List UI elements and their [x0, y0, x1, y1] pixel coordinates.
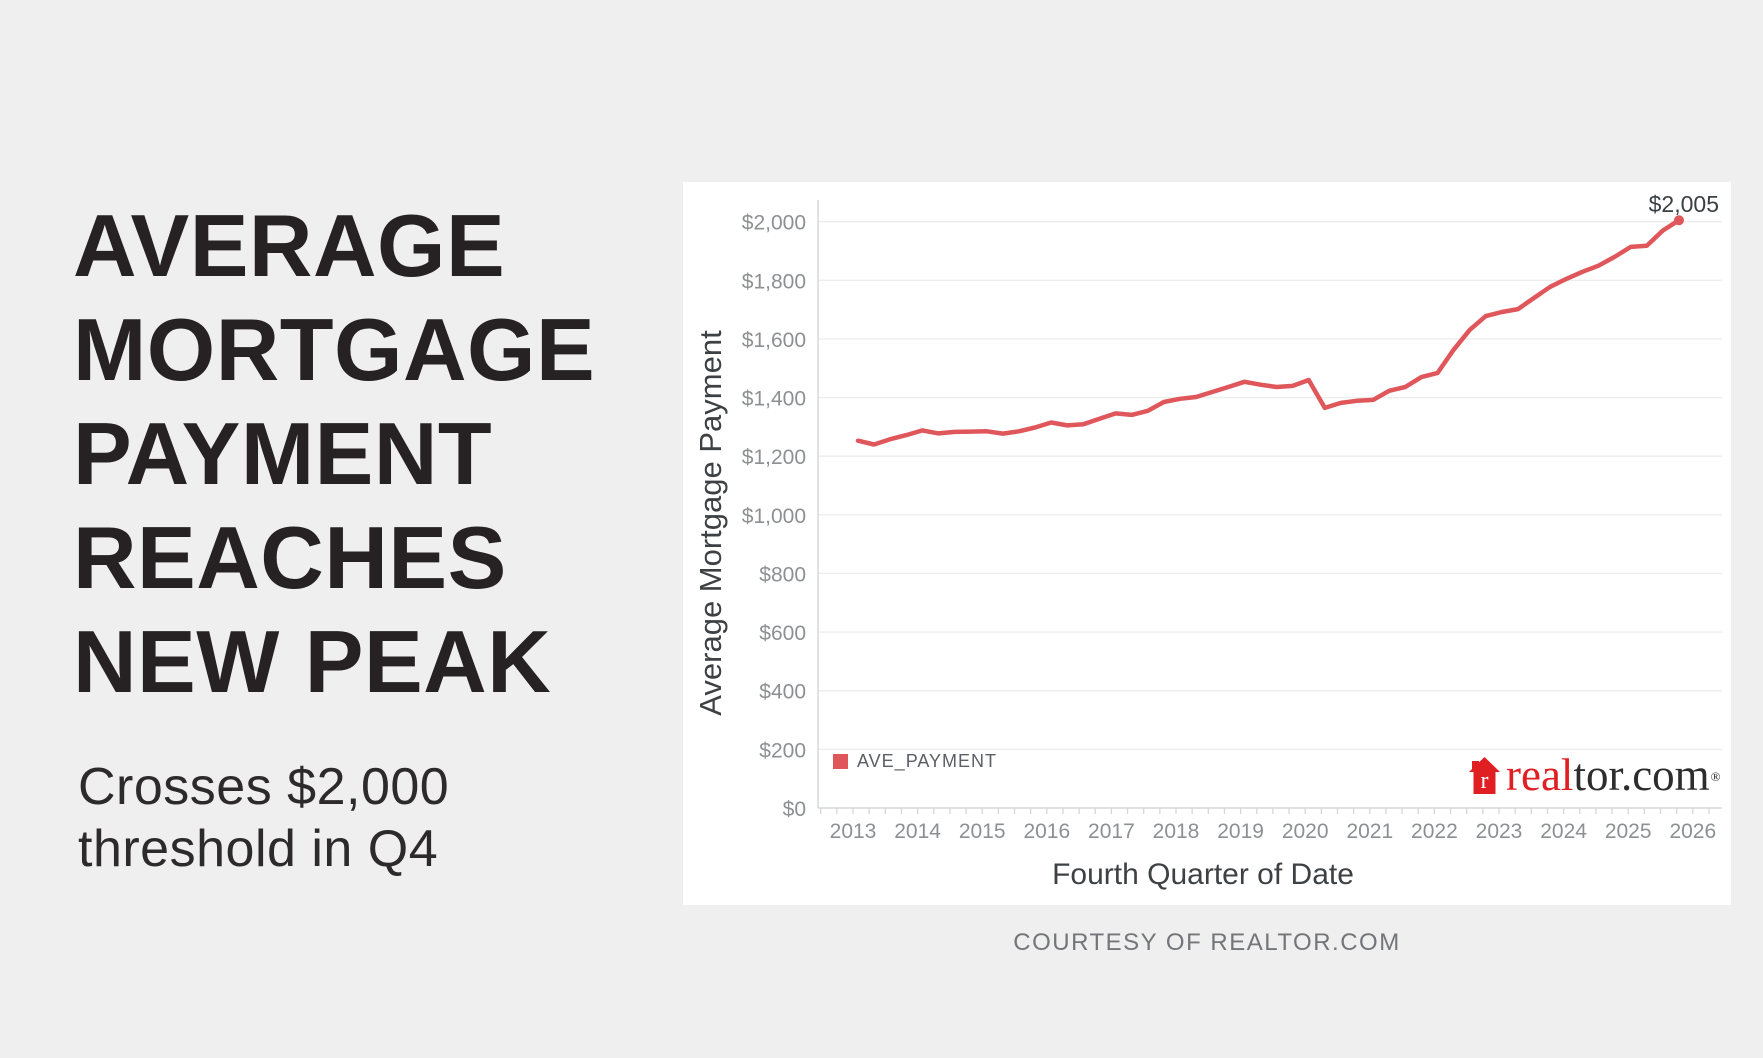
y-axis-title: Average Mortgage Payment [693, 330, 728, 716]
x-tick-label: 2025 [1605, 820, 1652, 843]
x-tick-label: 2024 [1540, 820, 1587, 843]
y-tick-label: $1,600 [742, 329, 806, 352]
headline-line: PAYMENT [73, 404, 493, 503]
legend: AVE_PAYMENT [833, 750, 998, 771]
logo-wordmark: realtor.com [1506, 753, 1710, 798]
x-axis-title: Fourth Quarter of Date [1052, 858, 1354, 891]
headline-line: REACHES [73, 508, 507, 607]
x-tick-label: 2013 [830, 820, 877, 843]
x-tick-label: 2022 [1411, 820, 1458, 843]
x-tick-label: 2017 [1088, 820, 1135, 843]
x-tick-label: 2026 [1669, 820, 1716, 843]
y-tick-label: $0 [783, 798, 806, 821]
realtor-house-icon: r [1469, 757, 1500, 794]
x-tick-label: 2021 [1346, 820, 1393, 843]
x-tick-label: 2020 [1282, 820, 1329, 843]
y-tick-label: $200 [759, 739, 806, 762]
last-point-dot [1673, 215, 1684, 226]
realtor-logo: r realtor.com ® [1469, 753, 1721, 798]
peak-value-annotation: $2,005 [1648, 191, 1719, 217]
x-tick-label: 2018 [1153, 820, 1200, 843]
headline-line: AVERAGE [73, 196, 506, 295]
legend-label: AVE_PAYMENT [857, 750, 998, 771]
payment-line [855, 217, 1682, 447]
y-tick-label: $600 [759, 622, 806, 645]
x-tick-label: 2019 [1217, 820, 1264, 843]
y-tick-label: $1,400 [742, 388, 806, 411]
headline-line: NEW PEAK [73, 612, 552, 711]
logo-real-part: real [1506, 750, 1574, 800]
logo-tor-part: tor.com [1573, 750, 1710, 800]
registered-mark-icon: ® [1710, 769, 1721, 784]
subtitle: Crosses $2,000 threshold in Q4 [78, 756, 449, 880]
courtesy-text: COURTESY OF REALTOR.COM [1013, 929, 1401, 956]
house-r-letter: r [1481, 768, 1489, 794]
headline-line: MORTGAGE [73, 300, 596, 399]
x-tick-label: 2023 [1476, 820, 1523, 843]
legend-swatch-icon [833, 753, 848, 769]
x-tick-label: 2016 [1023, 820, 1070, 843]
x-tick-label: 2015 [959, 820, 1006, 843]
subtitle-line: threshold in Q4 [78, 820, 439, 878]
y-tick-label: $2,000 [742, 212, 806, 235]
y-tick-label: $800 [759, 563, 806, 586]
x-tick-label: 2014 [894, 820, 941, 843]
headline: AVERAGE MORTGAGE PAYMENT REACHES NEW PEA… [73, 194, 595, 714]
y-tick-label: $400 [759, 681, 806, 704]
y-tick-label: $1,800 [742, 270, 806, 293]
chart-panel [683, 182, 1731, 905]
subtitle-line: Crosses $2,000 [78, 758, 450, 816]
y-tick-label: $1,200 [742, 446, 806, 469]
y-tick-label: $1,000 [742, 505, 806, 528]
